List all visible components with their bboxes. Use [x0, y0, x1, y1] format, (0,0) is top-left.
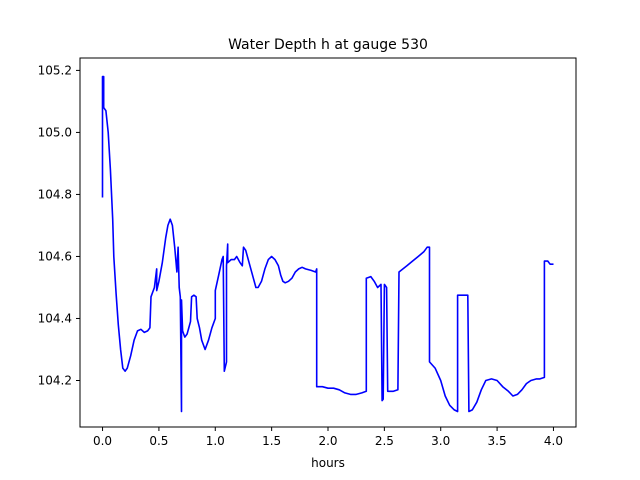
plot-area [79, 57, 577, 428]
x-tick-label: 0.0 [93, 434, 112, 448]
y-tick-label: 104.6 [38, 249, 72, 263]
x-tick-label: 3.5 [488, 434, 507, 448]
x-tick-label: 2.0 [318, 434, 337, 448]
x-axis-label: hours [311, 456, 345, 470]
y-tick-label: 104.4 [38, 311, 72, 325]
chart-title: Water Depth h at gauge 530 [228, 37, 428, 53]
x-tick-label: 1.0 [206, 434, 225, 448]
series-line [101, 75, 554, 413]
y-tick-label: 105.0 [38, 125, 72, 139]
y-tick-label: 105.2 [38, 63, 72, 77]
x-tick-label: 2.5 [375, 434, 394, 448]
y-tick-label: 104.8 [38, 187, 72, 201]
x-tick-label: 1.5 [262, 434, 281, 448]
y-axis: 104.2 104.4 104.6 104.8 105.0 105.2 [38, 63, 80, 387]
y-tick-label: 104.2 [38, 373, 72, 387]
x-tick-label: 0.5 [149, 434, 168, 448]
series-group [101, 75, 554, 413]
x-tick-label: 3.0 [431, 434, 450, 448]
x-axis: 0.0 0.5 1.0 1.5 2.0 2.5 3.0 3.5 4.0 [93, 427, 563, 448]
x-tick-label: 4.0 [544, 434, 563, 448]
